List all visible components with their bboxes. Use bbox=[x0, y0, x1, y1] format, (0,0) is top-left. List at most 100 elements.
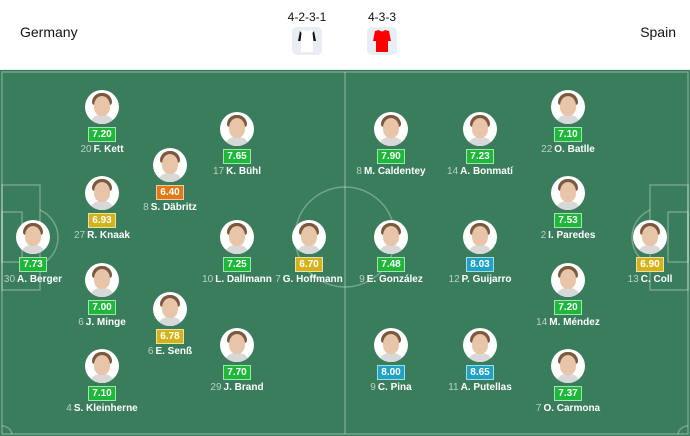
player-avatar bbox=[374, 220, 408, 254]
player-name-line: 14 M. Méndez bbox=[518, 317, 618, 328]
player-rating: 7.37 bbox=[554, 386, 582, 401]
player-card[interactable]: 7.73 30 A. Berger bbox=[0, 220, 83, 285]
player-number: 27 bbox=[74, 230, 86, 241]
player-name-line: 6 J. Minge bbox=[52, 317, 152, 328]
player-name-line: 27 R. Knaak bbox=[52, 230, 152, 241]
player-card[interactable]: 8.65 11 A. Putellas bbox=[430, 328, 530, 393]
player-avatar bbox=[220, 328, 254, 362]
player-card[interactable]: 6.93 27 R. Knaak bbox=[52, 176, 152, 241]
player-avatar bbox=[16, 220, 50, 254]
player-name-line: 8 M. Caldentey bbox=[341, 166, 441, 177]
player-name-line: 2 I. Paredes bbox=[518, 230, 618, 241]
player-card[interactable]: 6.70 7 G. Hoffmann bbox=[259, 220, 359, 285]
player-name-line: 12 P. Guijarro bbox=[430, 274, 530, 285]
player-rating: 7.20 bbox=[88, 127, 116, 142]
player-card[interactable]: 6.40 8 S. Däbritz bbox=[120, 148, 220, 213]
player-number: 7 bbox=[535, 403, 542, 414]
player-rating: 8.03 bbox=[466, 257, 494, 272]
player-name: C. Coll bbox=[640, 274, 673, 285]
player-rating: 7.48 bbox=[377, 257, 405, 272]
player-avatar bbox=[551, 349, 585, 383]
player-card[interactable]: 7.53 2 I. Paredes bbox=[518, 176, 618, 241]
player-name: F. Kett bbox=[93, 144, 124, 155]
player-card[interactable]: 7.10 4 S. Kleinherne bbox=[52, 349, 152, 414]
player-card[interactable]: 8.00 9 C. Pina bbox=[341, 328, 441, 393]
player-rating: 6.78 bbox=[156, 329, 184, 344]
player-name-line: 4 S. Kleinherne bbox=[52, 403, 152, 414]
player-card[interactable]: 6.78 6 E. Senß bbox=[120, 292, 220, 357]
player-avatar bbox=[551, 263, 585, 297]
player-card[interactable]: 7.90 8 M. Caldentey bbox=[341, 112, 441, 177]
away-kit-icon bbox=[367, 27, 397, 55]
player-name: R. Knaak bbox=[87, 230, 130, 241]
player-number: 9 bbox=[370, 382, 376, 393]
player-card[interactable]: 7.48 9 E. González bbox=[341, 220, 441, 285]
away-formation-label: 4-3-3 bbox=[367, 10, 396, 24]
player-avatar bbox=[633, 220, 667, 254]
player-name-line: 13 C. Coll bbox=[600, 274, 690, 285]
player-avatar bbox=[153, 292, 187, 326]
player-card[interactable]: 7.10 22 O. Batlle bbox=[518, 90, 618, 155]
player-name-line: 17 K. Bühl bbox=[187, 166, 287, 177]
player-card[interactable]: 7.00 6 J. Minge bbox=[52, 263, 152, 328]
pitch: 7.20 20 F. Kett 7.65 17 K. Bühl 6.40 8 S. D… bbox=[0, 70, 690, 436]
player-number: 20 bbox=[80, 144, 92, 155]
player-name-line: 29 J. Brand bbox=[187, 382, 287, 393]
player-card[interactable]: 7.70 29 J. Brand bbox=[187, 328, 287, 393]
player-number: 30 bbox=[3, 274, 16, 285]
player-card[interactable]: 6.90 13 C. Coll bbox=[600, 220, 690, 285]
player-name-line: 30 A. Berger bbox=[0, 274, 83, 285]
player-number: 17 bbox=[212, 166, 225, 177]
player-name: M. Méndez bbox=[549, 317, 600, 328]
player-avatar bbox=[463, 328, 497, 362]
player-number: 9 bbox=[359, 274, 365, 285]
player-avatar bbox=[374, 112, 408, 146]
player-number: 8 bbox=[143, 202, 149, 213]
player-card[interactable]: 7.20 20 F. Kett bbox=[52, 90, 152, 155]
player-card[interactable]: 7.20 14 M. Méndez bbox=[518, 263, 618, 328]
player-name-line: 8 S. Däbritz bbox=[120, 202, 220, 213]
player-card[interactable]: 8.03 12 P. Guijarro bbox=[430, 220, 530, 285]
player-name: O. Carmona bbox=[543, 403, 601, 414]
player-card[interactable]: 7.37 7 O. Carmona bbox=[518, 349, 618, 414]
player-name-line: 11 A. Putellas bbox=[430, 382, 530, 393]
player-number: 29 bbox=[210, 382, 222, 393]
player-name-line: 9 C. Pina bbox=[341, 382, 441, 393]
player-name-line: 20 F. Kett bbox=[52, 144, 152, 155]
player-name: A. Berger bbox=[17, 274, 63, 285]
player-name-line: 22 O. Batlle bbox=[518, 144, 618, 155]
player-name-line: 10 L. Dallmann bbox=[187, 274, 287, 285]
home-formation-label: 4-2-3-1 bbox=[287, 10, 327, 24]
player-rating: 7.65 bbox=[223, 149, 251, 164]
player-avatar bbox=[551, 176, 585, 210]
player-rating: 7.53 bbox=[554, 213, 582, 228]
player-avatar bbox=[153, 148, 187, 182]
player-rating: 8.00 bbox=[377, 365, 405, 380]
player-number: 6 bbox=[147, 346, 154, 357]
player-number: 4 bbox=[66, 403, 72, 414]
home-kit-icon bbox=[292, 27, 322, 55]
player-rating: 7.70 bbox=[223, 365, 251, 380]
player-name-line: 14 A. Bonmatí bbox=[430, 166, 530, 177]
player-avatar bbox=[463, 112, 497, 146]
player-avatar bbox=[463, 220, 497, 254]
player-avatar bbox=[220, 220, 254, 254]
player-name-line: 7 O. Carmona bbox=[518, 403, 618, 414]
player-card[interactable]: 7.65 17 K. Bühl bbox=[187, 112, 287, 177]
player-number: 6 bbox=[78, 317, 84, 328]
player-card[interactable]: 7.23 14 A. Bonmatí bbox=[430, 112, 530, 177]
player-number: 8 bbox=[356, 166, 362, 177]
player-rating: 7.10 bbox=[554, 127, 582, 142]
match-header: Germany 4-2-3-1 4-3-3 Spain bbox=[0, 0, 690, 70]
player-rating: 7.00 bbox=[88, 300, 116, 315]
player-name: K. Bühl bbox=[226, 166, 262, 177]
away-team-name: Spain bbox=[640, 24, 676, 40]
player-name: E. González bbox=[366, 274, 423, 285]
player-card[interactable]: 7.25 10 L. Dallmann bbox=[187, 220, 287, 285]
player-name: S. Kleinherne bbox=[73, 403, 138, 414]
home-formation: 4-2-3-1 bbox=[287, 10, 327, 55]
player-rating: 6.90 bbox=[636, 257, 664, 272]
player-name-line: 6 E. Senß bbox=[120, 346, 220, 357]
player-name: C. Pina bbox=[377, 382, 412, 393]
player-name-line: 9 E. González bbox=[341, 274, 441, 285]
